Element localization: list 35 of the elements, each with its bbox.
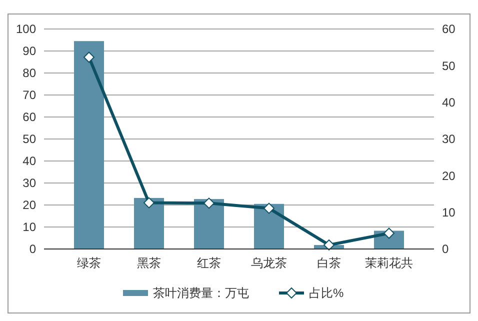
bar — [134, 198, 164, 249]
y-tick-label: 50 — [22, 132, 36, 146]
x-tick-label: 红茶 — [197, 256, 221, 270]
point — [144, 197, 154, 208]
y-tick-label: 20 — [22, 198, 36, 212]
y-tick-label: 40 — [22, 154, 36, 168]
y2-tick-label: 30 — [442, 132, 456, 146]
y-tick-label: 100 — [16, 22, 36, 36]
y2-tick-label: 50 — [442, 58, 456, 73]
point — [384, 228, 394, 239]
point — [324, 239, 334, 250]
point — [204, 198, 214, 209]
point — [264, 202, 274, 214]
bar — [74, 41, 104, 249]
y-tick-label: 10 — [22, 220, 36, 234]
y2-tick-label: 20 — [442, 168, 456, 183]
point — [84, 52, 94, 63]
y-tick-label: 0 — [29, 242, 36, 256]
y2-tick-label: 0 — [442, 242, 449, 256]
x-tick-label: 乌龙茶 — [251, 256, 287, 270]
x-tick-label: 黑茶 — [137, 256, 161, 270]
x-tick-label: 茉莉花共 — [365, 256, 413, 270]
y-tick-label: 60 — [22, 110, 36, 124]
legend-label: 茶叶消费量：万屯 — [153, 286, 249, 300]
y-tick-label: 70 — [22, 88, 36, 102]
y-tick-label: 90 — [22, 44, 36, 58]
y2-tick-label: 40 — [442, 96, 456, 110]
x-tick-label: 绿茶 — [77, 256, 101, 270]
y2-tick-label: 10 — [442, 206, 456, 220]
legend-label: 占比% — [309, 286, 344, 300]
y2-tick-label: 60 — [442, 22, 456, 36]
x-tick-label: 白茶 — [317, 256, 341, 270]
y-tick-label: 80 — [22, 66, 36, 80]
bar — [194, 199, 224, 249]
y-tick-label: 30 — [22, 176, 36, 190]
